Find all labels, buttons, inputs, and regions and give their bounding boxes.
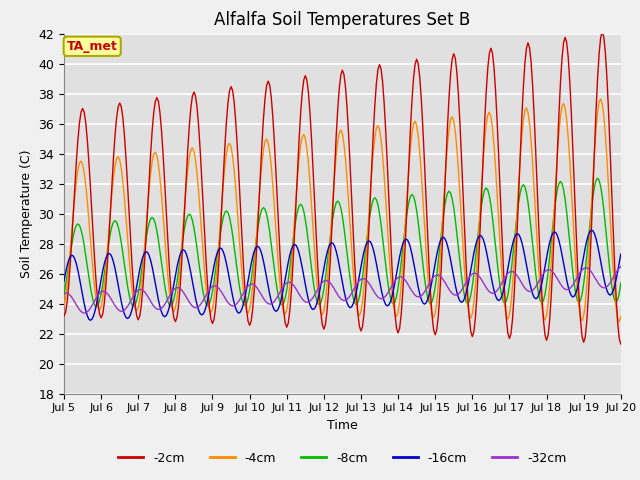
- X-axis label: Time: Time: [327, 419, 358, 432]
- Title: Alfalfa Soil Temperatures Set B: Alfalfa Soil Temperatures Set B: [214, 11, 470, 29]
- Text: TA_met: TA_met: [67, 40, 118, 53]
- Legend: -2cm, -4cm, -8cm, -16cm, -32cm: -2cm, -4cm, -8cm, -16cm, -32cm: [113, 447, 572, 469]
- Y-axis label: Soil Temperature (C): Soil Temperature (C): [20, 149, 33, 278]
